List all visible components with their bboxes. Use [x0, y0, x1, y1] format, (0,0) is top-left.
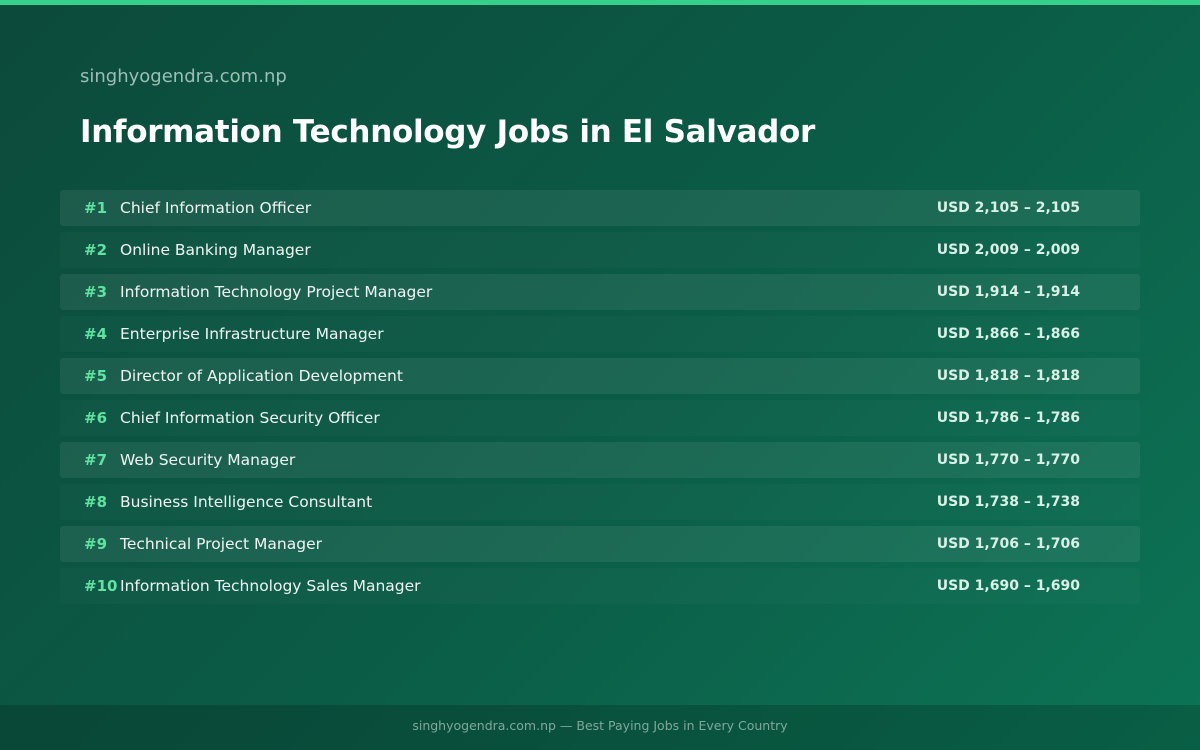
salary: USD 1,786 – 1,786 [936, 410, 1080, 426]
salary: USD 1,866 – 1,866 [936, 326, 1080, 342]
job-row: #9 Technical Project Manager USD 1,706 – 1… [60, 526, 1140, 562]
job-title: Business Intelligence Consultant [120, 493, 373, 511]
job-row: #5 Director of Application Development USD… [60, 358, 1140, 394]
rank: #4 [84, 325, 108, 343]
job-title: Online Banking Manager [120, 241, 311, 259]
job-row: #8 Business Intelligence Consultant USD 1,… [60, 484, 1140, 520]
job-row: #4 Enterprise Infrastructure Manager USD 1… [60, 316, 1140, 352]
job-title: Technical Project Manager [120, 535, 322, 553]
salary: USD 1,770 – 1,770 [936, 452, 1080, 468]
rank: #9 [84, 535, 108, 553]
job-title: Information Technology Project Manager [120, 283, 433, 301]
footer: singhyogendra.com.np — Best Paying Jobs … [0, 705, 1200, 750]
job-row: #7 Web Security Manager USD 1,770 – 1,770 [60, 442, 1140, 478]
job-row: #10 Information Technology Sales Manager U… [60, 568, 1140, 604]
site-name: singhyogendra.com.np [80, 66, 287, 87]
job-title: Information Technology Sales Manager [120, 577, 421, 595]
salary: USD 1,818 – 1,818 [936, 368, 1080, 384]
job-row: #6 Chief Information Security Officer USD … [60, 400, 1140, 436]
job-title: Director of Application Development [120, 367, 403, 385]
job-row: #3 Information Technology Project Manager… [60, 274, 1140, 310]
job-title: Chief Information Security Officer [120, 409, 380, 427]
page-title: Information Technology Jobs in El Salvad… [80, 114, 816, 150]
rank: #1 [84, 199, 108, 217]
job-title: Enterprise Infrastructure Manager [120, 325, 384, 343]
salary: USD 2,009 – 2,009 [936, 242, 1080, 258]
rank: #6 [84, 409, 108, 427]
rank: #7 [84, 451, 108, 469]
rank: #10 [84, 577, 118, 595]
footer-text: singhyogendra.com.np — Best Paying Jobs … [412, 718, 788, 733]
job-row: #1 Chief Information Officer USD 2,105 – 2… [60, 190, 1140, 226]
rank: #8 [84, 493, 108, 511]
rank: #3 [84, 283, 108, 301]
job-row: #2 Online Banking Manager USD 2,009 – 2,00… [60, 232, 1140, 268]
salary: USD 1,690 – 1,690 [936, 578, 1080, 594]
top-bar [0, 0, 1200, 5]
salary: USD 1,914 – 1,914 [936, 284, 1080, 300]
salary: USD 2,105 – 2,105 [936, 200, 1080, 216]
salary: USD 1,738 – 1,738 [936, 494, 1080, 510]
salary: USD 1,706 – 1,706 [936, 536, 1080, 552]
rank: #2 [84, 241, 108, 259]
job-title: Chief Information Officer [120, 199, 312, 217]
job-title: Web Security Manager [120, 451, 296, 469]
rank: #5 [84, 367, 108, 385]
